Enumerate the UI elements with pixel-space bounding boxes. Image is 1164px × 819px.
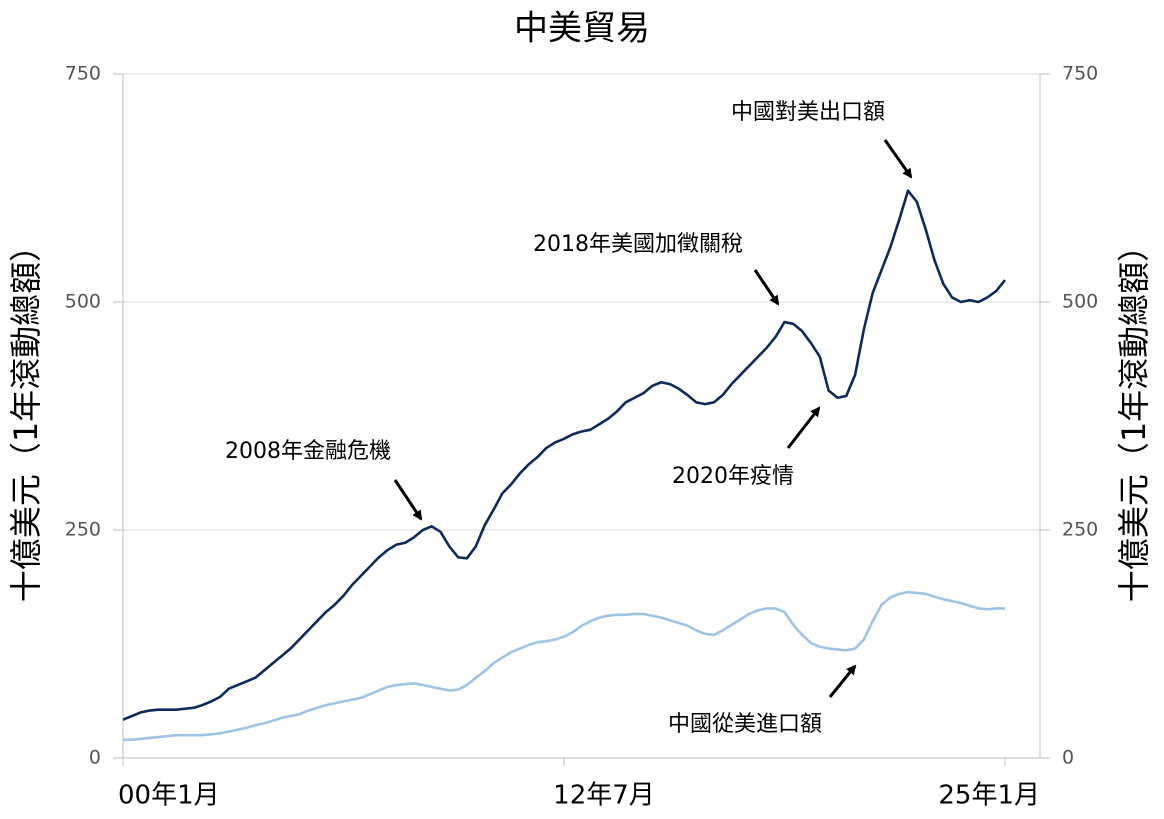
- series-label: 中國從美進口額: [668, 712, 822, 737]
- arrow: [883, 139, 913, 179]
- x-tick-label: 25年1月: [938, 781, 1040, 811]
- x-tick-label: 00年1月: [118, 781, 220, 811]
- arrow: [828, 664, 857, 698]
- x-tick-label: 12年7月: [553, 781, 655, 811]
- arrow: [753, 269, 780, 306]
- annotation: 2018年美國加徵關稅: [533, 232, 743, 257]
- y-tick-label: 500: [65, 291, 101, 313]
- arrow: [393, 479, 423, 521]
- y2-tick-label: 750: [1062, 63, 1098, 85]
- annotation-arrows: [393, 139, 913, 698]
- y2-axis-title: 十億美元（1年滾動總額）: [1115, 230, 1153, 602]
- annotation: 2008年金融危機: [225, 439, 391, 464]
- y-tick-label: 250: [65, 519, 101, 541]
- y-tick-label: 750: [65, 63, 101, 85]
- series-line: [123, 590, 1005, 742]
- y-tick-label: 0: [89, 747, 101, 769]
- y2-tick-label: 500: [1062, 291, 1098, 313]
- y-axis-title: 十億美元（1年滾動總額）: [7, 230, 45, 602]
- arrow: [786, 406, 821, 449]
- y2-tick-label: 250: [1062, 519, 1098, 541]
- chart-title: 中美貿易: [514, 9, 650, 49]
- series-line: [122, 189, 1007, 721]
- y2-tick-label: 0: [1062, 747, 1074, 769]
- series-label: 中國對美出口額: [731, 100, 885, 125]
- annotation: 2020年疫情: [672, 464, 794, 489]
